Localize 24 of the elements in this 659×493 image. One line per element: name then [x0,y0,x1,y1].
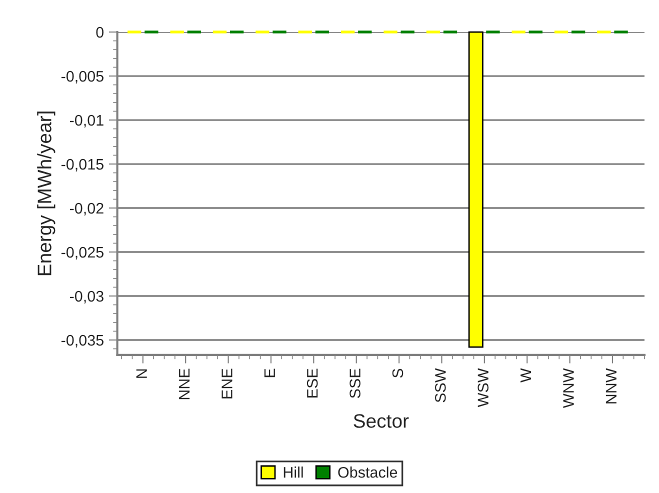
x-tick-label: ENE [222,368,232,398]
y-tick-label: 0 [96,26,104,38]
x-axis-title: Sector [354,414,409,428]
x-tick-label: N [136,369,147,378]
x-tick-label: WSW [478,368,489,408]
y-tick-label: -0,025 [61,246,104,260]
x-tick-label: SSE [350,368,360,398]
y-tick-label: -0,035 [61,334,104,348]
x-tick-label: E [264,368,275,378]
legend-label: Hill [284,466,303,478]
y-tick-label: -0,03 [70,290,104,304]
x-tick-label: ESE [306,368,318,398]
x-tick-label: WNW [563,368,574,408]
y-tick-label: -0,02 [70,202,104,216]
y-tick-label: -0,015 [61,158,104,172]
x-tick-label: NNW [606,368,616,404]
y-tick-label: -0,01 [70,114,104,128]
x-tick-label: NNE [179,368,190,400]
x-tick-label: S [392,368,404,378]
x-tick-label: W [520,368,532,383]
legend-label: Obstacle [338,466,398,478]
y-axis-title: Energy [MWh/year] [37,112,56,276]
y-tick-label: -0,005 [61,70,104,84]
x-tick-label: SSW [435,368,446,402]
